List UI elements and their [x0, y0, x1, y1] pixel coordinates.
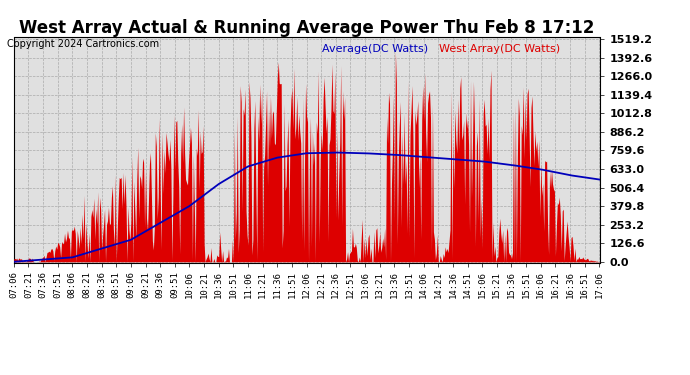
Text: Average(DC Watts): Average(DC Watts): [322, 44, 428, 54]
Title: West Array Actual & Running Average Power Thu Feb 8 17:12: West Array Actual & Running Average Powe…: [19, 20, 595, 38]
Text: West Array(DC Watts): West Array(DC Watts): [439, 44, 560, 54]
Text: Copyright 2024 Cartronics.com: Copyright 2024 Cartronics.com: [7, 39, 159, 50]
